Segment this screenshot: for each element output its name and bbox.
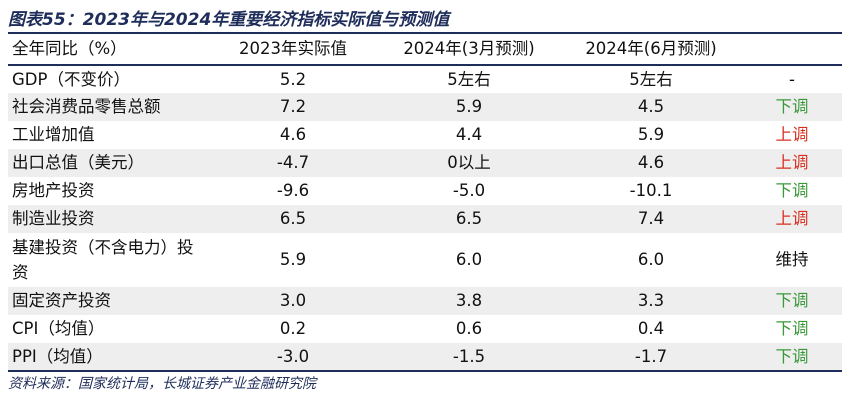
cell-trend: 下调 xyxy=(775,291,809,310)
table-row-retail-sales: 社会消费品零售总额 7.2 5.9 4.5 下调 xyxy=(8,93,842,121)
header-2023-actual: 2023年实际值 xyxy=(239,39,347,58)
header-trend xyxy=(742,33,842,65)
cell-trend: 上调 xyxy=(775,125,809,144)
cell-march-forecast: 0以上 xyxy=(447,153,491,172)
header-indicator: 全年同比（%） xyxy=(12,39,127,58)
cell-trend: 下调 xyxy=(775,346,809,366)
row-label: 固定资产投资 xyxy=(12,291,111,310)
cell-june-forecast: 5左右 xyxy=(629,69,673,89)
row-label: 出口总值（美元） xyxy=(12,153,144,172)
figure-title: 图表55：2023年与2024年重要经济指标实际值与预测值 xyxy=(8,10,450,30)
cell-trend: 维持 xyxy=(775,250,809,269)
cell-june-forecast: 0.4 xyxy=(637,319,665,338)
cell-march-forecast: -5.0 xyxy=(452,181,486,200)
table-row-gdp: GDP（不变价） 5.2 5左右 5左右 - xyxy=(8,65,842,93)
table-row-cpi: CPI（均值） 0.2 0.6 0.4 下调 xyxy=(8,315,842,343)
cell-2023-actual: -3.0 xyxy=(276,346,310,366)
cell-march-forecast: 5.9 xyxy=(455,97,483,116)
cell-2023-actual: 3.0 xyxy=(279,291,307,310)
cell-trend: 上调 xyxy=(775,209,809,228)
cell-march-forecast: 3.8 xyxy=(455,291,483,310)
table-row-ppi: PPI（均值） -3.0 -1.5 -1.7 下调 xyxy=(8,343,842,371)
cell-march-forecast: 0.6 xyxy=(455,319,483,338)
cell-2023-actual: 5.2 xyxy=(279,69,307,89)
header-2024-march-forecast: 2024年(3月预测) xyxy=(403,39,535,58)
row-label: 基建投资（不含电力）投资 xyxy=(12,238,194,282)
table-row-infrastructure-investment: 基建投资（不含电力）投资 5.9 6.0 6.0 维持 xyxy=(8,233,842,287)
cell-june-forecast: -1.7 xyxy=(634,346,668,366)
row-label: PPI（均值） xyxy=(12,346,103,366)
cell-june-forecast: 4.5 xyxy=(637,97,665,116)
table-header-row: 全年同比（%） 2023年实际值 2024年(3月预测) 2024年(6月预测) xyxy=(8,33,842,65)
cell-2023-actual: 7.2 xyxy=(279,97,307,116)
cell-2023-actual: 6.5 xyxy=(279,209,307,228)
table-row-exports: 出口总值（美元） -4.7 0以上 4.6 上调 xyxy=(8,149,842,177)
cell-trend: 下调 xyxy=(775,181,809,200)
row-label: 房地产投资 xyxy=(12,181,95,200)
source-note: 资料来源：国家统计局，长城证券产业金融研究院 xyxy=(8,376,316,392)
cell-june-forecast: 5.9 xyxy=(637,125,665,144)
table-row-real-estate-investment: 房地产投资 -9.6 -5.0 -10.1 下调 xyxy=(8,177,842,205)
row-label: GDP（不变价） xyxy=(12,69,130,89)
cell-june-forecast: 6.0 xyxy=(637,250,665,269)
cell-trend: 下调 xyxy=(775,319,809,338)
row-label: 社会消费品零售总额 xyxy=(12,97,161,116)
row-label: CPI（均值） xyxy=(12,319,105,338)
row-label: 工业增加值 xyxy=(12,125,95,144)
cell-march-forecast: 6.0 xyxy=(455,250,483,269)
row-label: 制造业投资 xyxy=(12,209,95,228)
cell-march-forecast: 4.4 xyxy=(455,125,483,144)
cell-june-forecast: 4.6 xyxy=(637,153,665,172)
cell-june-forecast: 7.4 xyxy=(637,209,665,228)
cell-trend: 上调 xyxy=(775,153,809,172)
cell-2023-actual: 5.9 xyxy=(279,250,307,269)
cell-2023-actual: -9.6 xyxy=(276,181,310,200)
cell-trend: 下调 xyxy=(775,97,809,116)
table-row-fixed-asset-investment: 固定资产投资 3.0 3.8 3.3 下调 xyxy=(8,287,842,315)
cell-march-forecast: 5左右 xyxy=(447,69,491,89)
cell-june-forecast: -10.1 xyxy=(629,181,673,200)
cell-2023-actual: 4.6 xyxy=(279,125,307,144)
cell-march-forecast: 6.5 xyxy=(455,209,483,228)
cell-2023-actual: 0.2 xyxy=(279,319,307,338)
table-row-industrial-value-added: 工业增加值 4.6 4.4 5.9 上调 xyxy=(8,121,842,149)
economic-indicators-table: 全年同比（%） 2023年实际值 2024年(3月预测) 2024年(6月预测)… xyxy=(8,32,842,372)
table-row-manufacturing-investment: 制造业投资 6.5 6.5 7.4 上调 xyxy=(8,205,842,233)
header-2024-june-forecast: 2024年(6月预测) xyxy=(585,39,717,58)
cell-june-forecast: 3.3 xyxy=(637,291,665,310)
cell-march-forecast: -1.5 xyxy=(452,346,486,366)
cell-trend: - xyxy=(789,69,795,89)
cell-2023-actual: -4.7 xyxy=(276,153,310,172)
